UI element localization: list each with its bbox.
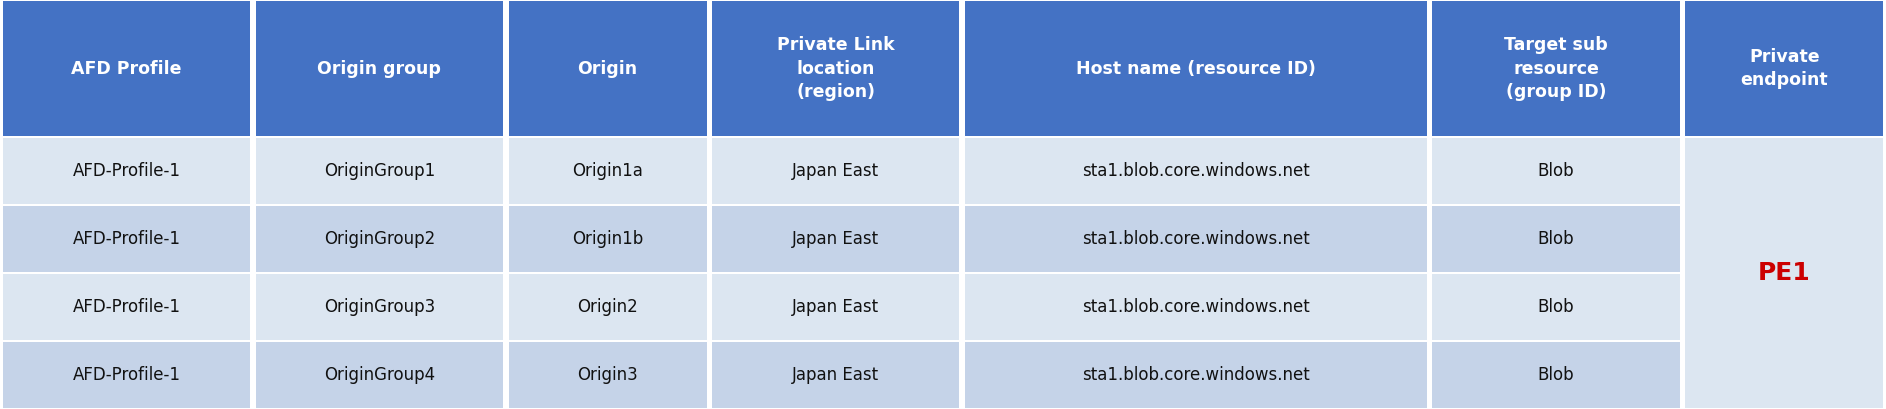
Text: OriginGroup4: OriginGroup4 (324, 366, 436, 384)
Bar (966, 342, 1426, 408)
Bar (4, 342, 251, 408)
Bar (966, 138, 1426, 204)
Bar (1431, 206, 1680, 272)
Bar (509, 274, 707, 340)
Text: Blob: Blob (1537, 162, 1575, 180)
Text: AFD Profile: AFD Profile (72, 59, 181, 78)
Bar (713, 274, 960, 340)
Bar (713, 342, 960, 408)
Text: sta1.blob.core.windows.net: sta1.blob.core.windows.net (1083, 162, 1309, 180)
Text: OriginGroup1: OriginGroup1 (324, 162, 436, 180)
Bar (1431, 1, 1680, 137)
Bar (966, 206, 1426, 272)
Bar (509, 138, 707, 204)
Bar (256, 1, 504, 137)
Text: Blob: Blob (1537, 230, 1575, 248)
Bar (1431, 274, 1680, 340)
Text: AFD-Profile-1: AFD-Profile-1 (72, 366, 181, 384)
Text: Origin1a: Origin1a (571, 162, 643, 180)
Text: Japan East: Japan East (792, 162, 879, 180)
Text: Japan East: Japan East (792, 366, 879, 384)
Text: Blob: Blob (1537, 298, 1575, 316)
Text: Origin3: Origin3 (577, 366, 637, 384)
Text: AFD-Profile-1: AFD-Profile-1 (72, 230, 181, 248)
Bar (256, 274, 504, 340)
Bar (1686, 137, 1882, 408)
Text: Blob: Blob (1537, 366, 1575, 384)
Bar (4, 138, 251, 204)
Text: sta1.blob.core.windows.net: sta1.blob.core.windows.net (1083, 230, 1309, 248)
Text: Origin1b: Origin1b (571, 230, 643, 248)
Text: OriginGroup3: OriginGroup3 (324, 298, 436, 316)
Bar (713, 206, 960, 272)
Text: AFD-Profile-1: AFD-Profile-1 (72, 162, 181, 180)
Bar (509, 1, 707, 137)
Text: Host name (resource ID): Host name (resource ID) (1075, 59, 1316, 78)
Bar (1431, 138, 1680, 204)
Bar (713, 1, 960, 137)
Text: Origin group: Origin group (317, 59, 441, 78)
Bar (1431, 342, 1680, 408)
Bar (509, 342, 707, 408)
Bar (1686, 1, 1882, 137)
Text: Private Link
location
(region): Private Link location (region) (777, 36, 894, 101)
Text: Private
endpoint: Private endpoint (1741, 48, 1828, 89)
Text: Origin2: Origin2 (577, 298, 637, 316)
Text: sta1.blob.core.windows.net: sta1.blob.core.windows.net (1083, 298, 1309, 316)
Text: AFD-Profile-1: AFD-Profile-1 (72, 298, 181, 316)
Bar (4, 1, 251, 137)
Text: PE1: PE1 (1758, 261, 1811, 285)
Bar (966, 1, 1426, 137)
Bar (4, 274, 251, 340)
Bar (256, 342, 504, 408)
Bar (713, 138, 960, 204)
Text: Japan East: Japan East (792, 230, 879, 248)
Text: Japan East: Japan East (792, 298, 879, 316)
Bar (4, 206, 251, 272)
Bar (256, 206, 504, 272)
Text: Target sub
resource
(group ID): Target sub resource (group ID) (1503, 36, 1609, 101)
Bar (509, 206, 707, 272)
Text: sta1.blob.core.windows.net: sta1.blob.core.windows.net (1083, 366, 1309, 384)
Bar (256, 138, 504, 204)
Bar (966, 274, 1426, 340)
Text: Origin: Origin (577, 59, 637, 78)
Text: OriginGroup2: OriginGroup2 (324, 230, 436, 248)
